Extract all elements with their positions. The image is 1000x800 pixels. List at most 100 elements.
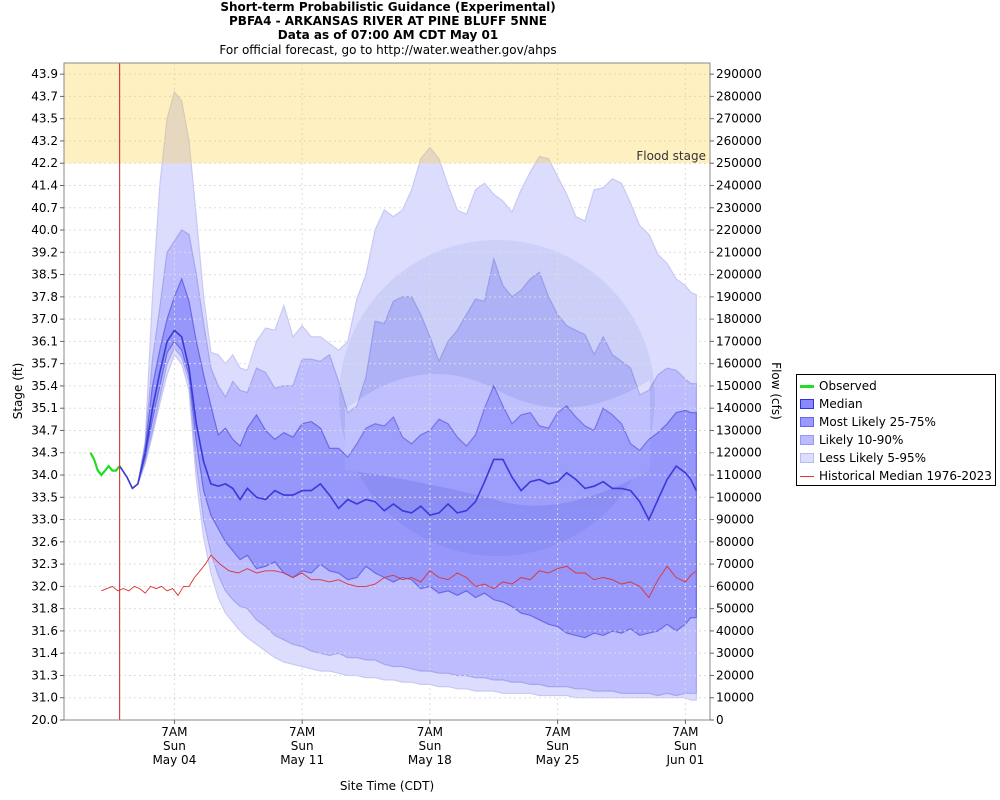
flow-tick-label: 280000 bbox=[716, 89, 762, 103]
chart-lines bbox=[89, 329, 698, 599]
flow-tick-label: 20000 bbox=[716, 668, 754, 682]
legend-swatch bbox=[800, 453, 814, 463]
flow-tick-label: 190000 bbox=[716, 290, 762, 304]
flow-tick-label: 200000 bbox=[716, 268, 762, 282]
legend-swatch bbox=[800, 417, 814, 427]
time-tick-label: May 25 bbox=[536, 753, 580, 767]
stage-tick-label: 34.7 bbox=[31, 423, 58, 437]
stage-tick-label: 34.0 bbox=[31, 468, 58, 482]
flow-axis: 0 10000 20000 30000 40000 50000 60000 70000 8000… bbox=[710, 67, 762, 727]
noaa-seal-bird bbox=[345, 374, 650, 506]
flow-tick-label: 130000 bbox=[716, 423, 762, 437]
time-tick-label: May 11 bbox=[280, 753, 324, 767]
official-forecast-note: For official forecast, go to http://wate… bbox=[219, 43, 557, 57]
flow-tick-label: 60000 bbox=[716, 579, 754, 593]
stage-tick-label: 35.4 bbox=[31, 379, 58, 393]
flow-tick-label: 120000 bbox=[716, 446, 762, 460]
stage-tick-label: 20.0 bbox=[31, 713, 58, 727]
time-tick-label: May 04 bbox=[152, 753, 196, 767]
flow-tick-label: 10000 bbox=[716, 691, 754, 705]
flow-tick-label: 140000 bbox=[716, 401, 762, 415]
legend-swatch bbox=[800, 475, 814, 477]
legend-item: Observed bbox=[797, 377, 995, 395]
chart-titles: Short-term Probabilistic Guidance (Exper… bbox=[0, 0, 776, 58]
legend-item: Likely 10-90% bbox=[797, 431, 995, 449]
legend-item: Historical Median 1976-2023 bbox=[797, 467, 995, 485]
time-tick-label: Sun bbox=[163, 739, 186, 753]
stage-tick-label: 31.4 bbox=[31, 646, 58, 660]
stage-axis-label: Stage (ft) bbox=[11, 363, 25, 420]
legend-item: Median bbox=[797, 395, 995, 413]
station-title: PBFA4 - ARKANSAS RIVER AT PINE BLUFF 5NN… bbox=[229, 14, 547, 28]
time-tick-label: May 18 bbox=[408, 753, 452, 767]
flow-tick-label: 290000 bbox=[716, 67, 762, 81]
stage-tick-label: 37.0 bbox=[31, 312, 58, 326]
flow-tick-label: 80000 bbox=[716, 535, 754, 549]
stage-tick-label: 32.0 bbox=[31, 579, 58, 593]
legend-item: Less Likely 5-95% bbox=[797, 449, 995, 467]
flood-stage-label: Flood stage bbox=[636, 149, 706, 163]
stage-tick-label: 35.7 bbox=[31, 357, 58, 371]
stage-tick-label: 35.1 bbox=[31, 401, 58, 415]
legend-label: Less Likely 5-95% bbox=[819, 451, 926, 465]
stage-tick-label: 33.0 bbox=[31, 513, 58, 527]
stage-tick-label: 43.7 bbox=[31, 89, 58, 103]
time-tick-label: 7AM bbox=[289, 725, 315, 739]
flow-tick-label: 50000 bbox=[716, 602, 754, 616]
legend-label: Most Likely 25-75% bbox=[819, 415, 936, 429]
stage-tick-label: 31.6 bbox=[31, 624, 58, 638]
stage-tick-label: 31.0 bbox=[31, 691, 58, 705]
historical-median-line bbox=[101, 554, 697, 599]
stage-axis: 43.9 43.7 43.5 43.2 42.2 41.4 40.7 40.0 39.2 38.5… bbox=[31, 67, 64, 727]
flow-tick-label: 230000 bbox=[716, 201, 762, 215]
flow-tick-label: 260000 bbox=[716, 134, 762, 148]
time-tick-label: 7AM bbox=[417, 725, 443, 739]
stage-tick-label: 37.8 bbox=[31, 290, 58, 304]
flow-tick-label: 180000 bbox=[716, 312, 762, 326]
flow-tick-label: 0 bbox=[716, 713, 724, 727]
stage-tick-label: 43.5 bbox=[31, 112, 58, 126]
observed-line bbox=[89, 452, 121, 477]
flow-tick-label: 110000 bbox=[716, 468, 762, 482]
flow-tick-label: 170000 bbox=[716, 334, 762, 348]
stage-tick-label: 40.7 bbox=[31, 201, 58, 215]
flow-tick-label: 40000 bbox=[716, 624, 754, 638]
legend-item: Most Likely 25-75% bbox=[797, 413, 995, 431]
flow-tick-label: 70000 bbox=[716, 557, 754, 571]
flow-tick-label: 210000 bbox=[716, 245, 762, 259]
stage-tick-label: 32.6 bbox=[31, 535, 58, 549]
flow-tick-label: 90000 bbox=[716, 513, 754, 527]
flow-tick-label: 250000 bbox=[716, 156, 762, 170]
chart-title: Short-term Probabilistic Guidance (Exper… bbox=[220, 0, 556, 14]
data-as-of: Data as of 07:00 AM CDT May 01 bbox=[277, 28, 499, 42]
time-tick-label: Sun bbox=[418, 739, 441, 753]
time-axis-label: Site Time (CDT) bbox=[340, 779, 434, 793]
legend-label: Historical Median 1976-2023 bbox=[819, 469, 992, 483]
plot-frame bbox=[63, 62, 711, 721]
stage-tick-label: 42.2 bbox=[31, 156, 58, 170]
stage-tick-label: 31.8 bbox=[31, 602, 58, 616]
flow-tick-label: 100000 bbox=[716, 490, 762, 504]
stage-tick-label: 33.5 bbox=[31, 490, 58, 504]
legend-swatch bbox=[800, 399, 814, 409]
flow-tick-label: 270000 bbox=[716, 112, 762, 126]
flow-tick-label: 240000 bbox=[716, 178, 762, 192]
stage-tick-label: 43.2 bbox=[31, 134, 58, 148]
flow-axis-label: Flow (cfs) bbox=[769, 362, 783, 420]
time-tick-label: Jun 01 bbox=[665, 753, 704, 767]
flow-tick-label: 220000 bbox=[716, 223, 762, 237]
legend-label: Observed bbox=[819, 379, 877, 393]
stage-tick-label: 43.9 bbox=[31, 67, 58, 81]
stage-tick-label: 32.3 bbox=[31, 557, 58, 571]
flood-stage-zone bbox=[64, 63, 710, 164]
stage-tick-label: 38.5 bbox=[31, 268, 58, 282]
time-tick-label: Sun bbox=[674, 739, 697, 753]
stage-tick-label: 34.3 bbox=[31, 446, 58, 460]
median-line bbox=[119, 329, 698, 522]
time-tick-label: Sun bbox=[291, 739, 314, 753]
stage-tick-label: 36.1 bbox=[31, 334, 58, 348]
legend-label: Likely 10-90% bbox=[819, 433, 904, 447]
legend-label: Median bbox=[819, 397, 863, 411]
